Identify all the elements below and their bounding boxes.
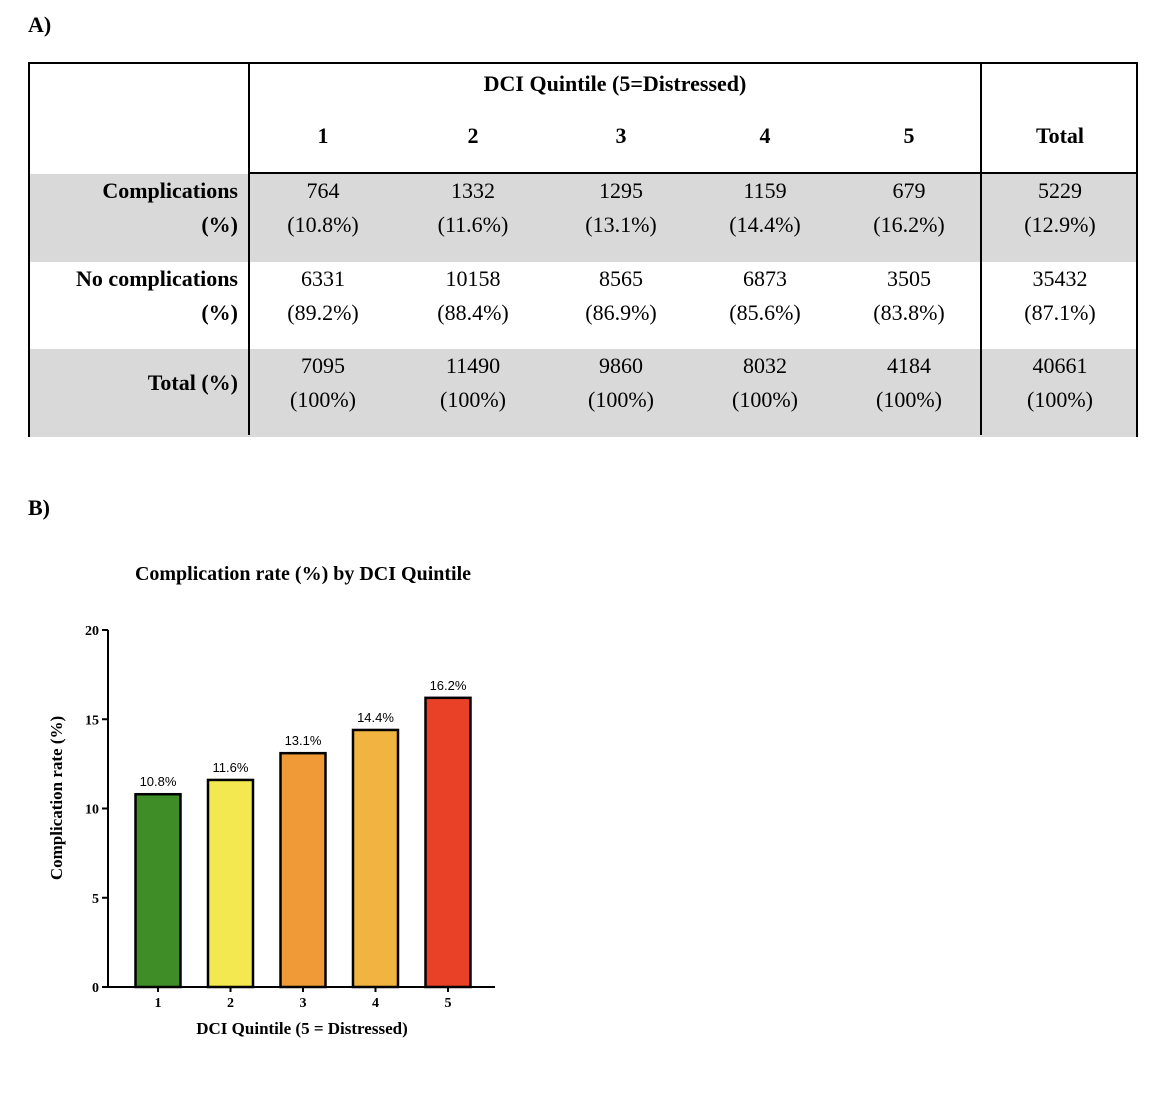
bar-4 xyxy=(351,728,400,989)
divider-label-column xyxy=(248,64,250,435)
bar-5 xyxy=(424,696,472,989)
cell-percent: (83.8%) xyxy=(873,300,945,325)
cell-value: 679 xyxy=(892,178,926,203)
y-tick-label: 20 xyxy=(85,624,99,639)
y-tick-label: 10 xyxy=(85,803,99,818)
row-band-total xyxy=(30,349,1136,437)
x-tick-label: 1 xyxy=(155,996,162,1011)
chart-title: Complication rate (%) by DCI Quintile xyxy=(135,563,471,585)
cell-value: 11490 xyxy=(445,353,501,378)
cell-percent: (85.6%) xyxy=(729,300,801,325)
cell-value: 8032 xyxy=(743,353,787,378)
y-tick-label: 5 xyxy=(92,892,99,907)
cell-percent: (86.9%) xyxy=(585,300,657,325)
divider-total-column xyxy=(980,64,982,435)
cell-total-percent: (100%) xyxy=(1027,387,1093,412)
y-tick-label: 0 xyxy=(92,981,99,996)
cell-percent: (100%) xyxy=(290,387,356,412)
complication-rate-chart: Complication rate (%) by DCI Quintile Co… xyxy=(47,563,495,1038)
cell-value: 1332 xyxy=(451,178,495,203)
cell-percent: (14.4%) xyxy=(729,212,801,237)
cell-value: 764 xyxy=(306,178,340,203)
y-axis-label: Complication rate (%) xyxy=(47,716,66,880)
cell-total-value: 40661 xyxy=(1032,353,1088,378)
col-header-2: 2 xyxy=(467,123,479,148)
cell-value: 6873 xyxy=(743,266,787,291)
cell-percent: (100%) xyxy=(876,387,942,412)
bar-data-label: 13.1% xyxy=(285,733,322,748)
cell-value: 9860 xyxy=(599,353,643,378)
bar-data-label: 14.4% xyxy=(357,710,394,725)
x-tick-label: 4 xyxy=(372,996,379,1011)
x-tick-label: 2 xyxy=(227,996,234,1011)
col-header-total: Total xyxy=(1035,123,1085,148)
cell-percent: (100%) xyxy=(732,387,798,412)
complications-table: DCI Quintile (5=Distressed) 1 2 3 4 5 To… xyxy=(28,62,1138,437)
col-header-1: 1 xyxy=(317,123,329,148)
cell-value: 4184 xyxy=(887,353,931,378)
cell-percent: (11.6%) xyxy=(437,212,509,237)
cell-total-percent: (12.9%) xyxy=(1024,212,1096,237)
panel-a-label: A) xyxy=(28,12,52,37)
row-label-complications: Complications xyxy=(102,178,238,203)
x-tick-label: 3 xyxy=(300,996,307,1011)
cell-total-value: 5229 xyxy=(1038,178,1082,203)
cell-percent: (10.8%) xyxy=(287,212,359,237)
cell-value: 8565 xyxy=(599,266,643,291)
cell-percent: (88.4%) xyxy=(437,300,509,325)
cell-value: 7095 xyxy=(301,353,345,378)
cell-value: 3505 xyxy=(887,266,931,291)
cell-total-value: 35432 xyxy=(1032,266,1088,291)
bar-data-label: 11.6% xyxy=(213,760,249,775)
bar-data-label: 16.2% xyxy=(430,678,467,693)
panel-b-label: B) xyxy=(28,495,50,520)
bar-2 xyxy=(206,778,255,989)
plot-area: 0 5 10 15 20 10.8% 1 11.6% 2 13.1% 3 14.4% 4 16.2% 5 xyxy=(85,624,495,1011)
row-label-no-complications-pct: (%) xyxy=(201,300,238,325)
cell-total-percent: (87.1%) xyxy=(1024,300,1096,325)
y-tick-label: 15 xyxy=(85,713,99,728)
cell-value: 1159 xyxy=(743,178,787,203)
row-label-total: Total (%) xyxy=(147,370,238,395)
bar-data-label: 10.8% xyxy=(140,774,177,789)
cell-percent: (16.2%) xyxy=(873,212,945,237)
header-bottom-rule xyxy=(248,172,1136,174)
group-header: DCI Quintile (5=Distressed) xyxy=(483,71,747,96)
cell-percent: (13.1%) xyxy=(585,212,657,237)
row-label-no-complications: No complications xyxy=(76,266,238,291)
col-header-5: 5 xyxy=(903,123,915,148)
cell-percent: (100%) xyxy=(588,387,654,412)
row-label-complications-pct: (%) xyxy=(201,212,238,237)
cell-value: 10158 xyxy=(445,266,501,291)
col-header-3: 3 xyxy=(615,123,627,148)
x-tick-label: 5 xyxy=(445,996,452,1011)
row-band-complications xyxy=(30,174,1136,262)
col-header-4: 4 xyxy=(759,123,771,148)
x-axis-label: DCI Quintile (5 = Distressed) xyxy=(196,1019,407,1038)
cell-value: 1295 xyxy=(599,178,643,203)
cell-percent: (89.2%) xyxy=(287,300,359,325)
cell-value: 6331 xyxy=(301,266,345,291)
cell-percent: (100%) xyxy=(440,387,506,412)
bar-1 xyxy=(134,792,182,989)
bar-3 xyxy=(279,751,327,989)
